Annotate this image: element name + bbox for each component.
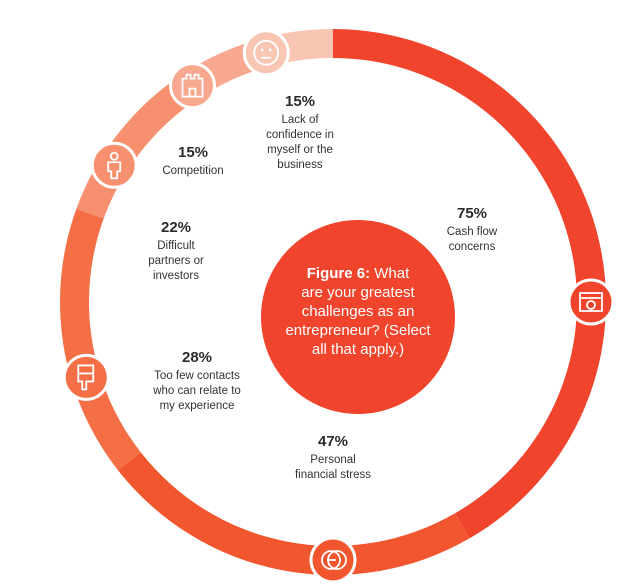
segment-label: 47% Personal financial stress [295,433,371,481]
segment-label-line: Competition [162,165,223,177]
segment-label-line: financial stress [295,469,371,481]
segment-value: 75% [457,205,487,222]
ring-segment [333,29,606,539]
center-title-line: all that apply.) [312,341,404,358]
figure-label: Figure 6: [307,265,375,282]
center-circle [261,220,455,414]
segment-label-line: concerns [449,241,496,253]
ring-segment [117,452,470,575]
segment-label-line: my experience [160,400,235,412]
segment-value: 15% [285,93,315,110]
segment-label-line: myself or the [267,144,333,156]
segment-label: 22% Difficult partners or investors [148,219,204,282]
center-title-line: Figure 6: What [307,265,410,282]
coins-icon [309,536,357,584]
ring-segment [59,208,141,471]
segment-label-line: Lack of [281,114,319,126]
segment-label: 15% Lack of confidence in myself or the busi… [266,93,334,171]
segment-label-line: Personal [310,454,355,466]
segment-label-line: Difficult [157,240,195,252]
segment-label: 15% Competition [162,144,223,177]
thumbs-down-icon [62,353,110,401]
cash-register-icon [567,278,615,326]
center-title-line: challenges as an [302,303,415,320]
segment-label-line: confidence in [266,129,334,141]
center-title-line: are your greatest [301,284,415,301]
segment-label-line: business [277,159,323,171]
icon-badges [62,29,615,584]
center-title-line: entrepreneur? (Select [285,322,431,339]
person-icon [90,141,138,189]
segment-label: 28% Too few contacts who can relate to my e… [152,349,241,412]
center-title: Figure 6: What are your greatest challenge… [285,265,431,358]
segment-label-line: who can relate to [152,385,241,397]
segment-value: 28% [182,349,212,366]
segment-label-line: Cash flow [447,226,498,238]
segment-labels: 75% Cash flow concerns 47% Personal financial… [148,93,498,481]
segment-label-line: partners or [148,255,204,267]
face-icon [242,29,290,77]
segment-value: 15% [178,144,208,161]
segment-label: 75% Cash flow concerns [447,205,498,253]
segment-label-line: investors [153,270,199,282]
castle-icon [168,62,216,110]
segment-label-line: Too few contacts [154,370,240,382]
segment-value: 22% [161,219,191,236]
segment-value: 47% [318,433,348,450]
